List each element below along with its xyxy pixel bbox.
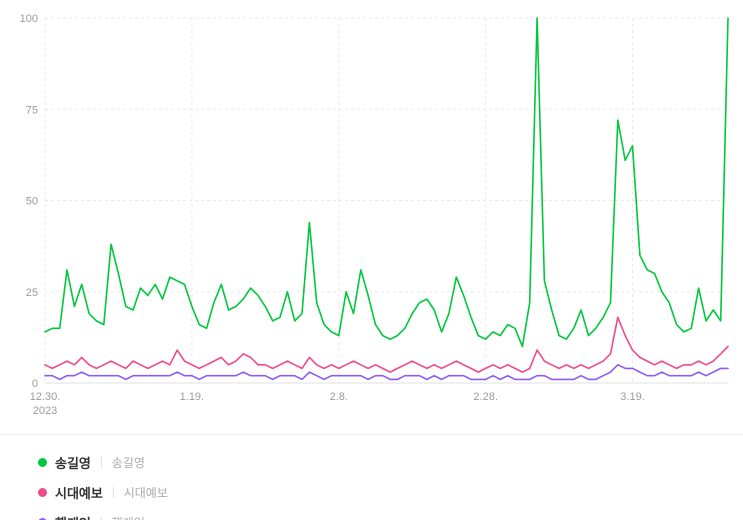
legend-item-sublabel: 시대예보 <box>123 485 168 500</box>
svg-text:3.19.: 3.19. <box>620 391 644 403</box>
legend-item[interactable]: 송길영 | 송길영 <box>38 447 743 477</box>
legend-color-dot-purple <box>38 517 47 520</box>
legend: 송길영 | 송길영 시대예보 | 시대예보 핵개인 | 핵개인 <box>0 434 743 520</box>
legend-item-label: 핵개인 <box>55 513 91 520</box>
trend-line-chart: 0 25 50 75 100 12.30. 2023 1.19. 2.8. 2.28. 3.19. <box>20 13 729 417</box>
legend-item-label: 시대예보 <box>55 485 103 501</box>
svg-text:2023: 2023 <box>33 405 57 417</box>
svg-text:25: 25 <box>26 287 38 299</box>
svg-text:75: 75 <box>26 104 38 116</box>
legend-color-dot-pink <box>38 487 47 497</box>
svg-text:50: 50 <box>26 196 38 208</box>
legend-separator: | <box>111 486 115 498</box>
svg-text:100: 100 <box>20 13 38 25</box>
svg-text:1.19.: 1.19. <box>180 391 204 403</box>
legend-separator: | <box>99 456 103 468</box>
legend-color-dot-green <box>38 457 47 467</box>
legend-separator: | <box>100 516 103 520</box>
legend-item[interactable]: 핵개인 | 핵개인 <box>38 507 743 520</box>
legend-item-sublabel: 핵개인 <box>112 514 145 520</box>
legend-item-sublabel: 송길영 <box>111 455 145 470</box>
chart-area: 0 25 50 75 100 12.30. 2023 1.19. 2.8. 2.28. 3.19. <box>20 13 729 417</box>
svg-text:12.30.: 12.30. <box>30 391 61 403</box>
svg-text:2.8.: 2.8. <box>330 391 348 403</box>
legend-item-label: 송길영 <box>55 455 91 471</box>
svg-text:2.28.: 2.28. <box>473 391 497 403</box>
legend-item[interactable]: 시대예보 | 시대예보 <box>38 477 743 507</box>
svg-text:0: 0 <box>32 378 38 390</box>
